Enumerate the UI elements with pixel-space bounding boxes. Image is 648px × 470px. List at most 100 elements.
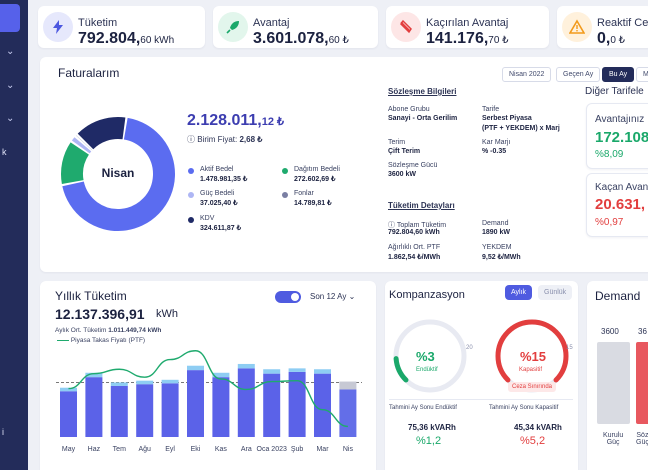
period-more[interactable]: M: [636, 67, 648, 82]
info-icon: ⓘ: [388, 222, 395, 229]
bar-consumption[interactable]: [212, 377, 230, 437]
chevron-down-icon[interactable]: ⌄: [6, 80, 15, 91]
legend-funds-value: 14.789,81 ₺: [294, 200, 332, 207]
bar-consumption[interactable]: [237, 368, 255, 437]
bar-top[interactable]: [110, 382, 128, 386]
bar-top[interactable]: [314, 369, 331, 374]
bar-consumption[interactable]: [263, 373, 281, 437]
legend-power-value: 37.025,40 ₺: [200, 200, 238, 207]
chevron-down-icon: ⌄: [348, 292, 356, 301]
chevron-down-icon[interactable]: ⌄: [6, 46, 15, 57]
missed-card[interactable]: Kaçan Avan 20.631, %0,97: [586, 173, 648, 237]
sidebar-active-item[interactable]: [0, 4, 20, 32]
bar-top[interactable]: [339, 381, 357, 390]
legend-dot-power: [188, 192, 194, 198]
bar-top[interactable]: [187, 365, 204, 371]
advantage-value: 172.108,: [595, 129, 648, 146]
invoices-card: [40, 57, 648, 272]
sidebar-letter-i[interactable]: i: [2, 427, 4, 437]
stat-card-advantage[interactable]: Avantaj 3.601.078,60 ₺: [213, 6, 378, 48]
legend-dot-active: [188, 168, 194, 174]
bar-consumption[interactable]: [314, 373, 331, 437]
advantage-card[interactable]: Avantajınız 172.108, %8,09: [586, 103, 648, 169]
bar-top[interactable]: [263, 369, 281, 374]
unit-price: ⓘ Birim Fiyat: 2,68 ₺: [187, 135, 263, 144]
x-tick-label: Eki: [191, 446, 201, 453]
broken-rocket-icon: [391, 12, 421, 42]
chevron-down-icon[interactable]: ⌄: [6, 113, 15, 124]
tab-monthly[interactable]: Aylık: [505, 285, 533, 300]
ptf-line: [68, 350, 348, 428]
stat-value: 792.804,60 kWh: [78, 30, 175, 47]
sidebar-letter-k[interactable]: k: [2, 147, 7, 157]
stat-card-consumption[interactable]: Tüketim 792.804,60 kWh: [38, 6, 205, 48]
bar-consumption[interactable]: [110, 385, 128, 437]
x-tick-label: May: [62, 446, 76, 453]
bar-top[interactable]: [60, 387, 77, 392]
tab-daily[interactable]: Günlük: [538, 285, 573, 300]
bar-top[interactable]: [161, 379, 179, 384]
divider: [389, 399, 573, 400]
legend-power-label: Güç Bedeli: [200, 190, 235, 197]
missed-value: 20.631,: [595, 196, 646, 213]
bar-top[interactable]: [85, 372, 103, 378]
bar-consumption[interactable]: [339, 389, 357, 437]
subscriber-label: Abone Grubu: [388, 106, 430, 113]
yearly-toggle[interactable]: [275, 291, 301, 303]
donut-slice-4[interactable]: [77, 117, 126, 150]
missed-label: Kaçan Avan: [595, 182, 648, 193]
x-tick-label: Haz: [88, 446, 101, 453]
donut-slice-2[interactable]: [71, 137, 92, 154]
bar-consumption[interactable]: [288, 371, 306, 437]
monthly-average: Aylık Ort. Tüketim 1.011.449,74 kWh: [55, 327, 162, 334]
capacitive-max: 15: [566, 345, 573, 351]
stat-card-missed-advantage[interactable]: Kaçırılan Avantaj 141.176,70 ₺: [386, 6, 549, 48]
legend-active-value: 1.478.981,35 ₺: [200, 176, 248, 183]
inductive-max: 20: [466, 345, 473, 351]
period-nisan-2022[interactable]: Nisan 2022: [502, 67, 552, 82]
stat-label: Tüketim: [78, 17, 118, 29]
power-label: Sözleşme Gücü: [388, 162, 438, 169]
period-last-month[interactable]: Geçen Ay: [556, 67, 601, 82]
bar-consumption[interactable]: [60, 391, 77, 437]
period-this-month[interactable]: Bu Ay: [602, 67, 635, 82]
tariff-note: (PTF + YEKDEM) x Marj: [482, 125, 560, 132]
yearly-title: Yıllık Tüketim: [55, 289, 127, 303]
legend-vat-value: 324.611,87 ₺: [200, 225, 242, 232]
demand-value-contract: 36: [638, 327, 647, 336]
x-tick-label: Şub: [291, 446, 304, 453]
legend-dot-distribution: [282, 168, 288, 174]
lightning-icon: [43, 12, 73, 42]
inductive-gauge: [393, 319, 467, 393]
total-consumption-label: ⓘ Toplam Tüketim: [388, 222, 447, 229]
tariff-label: Tarife: [482, 106, 500, 113]
bar-top[interactable]: [136, 380, 154, 385]
bar-top[interactable]: [288, 368, 306, 372]
bar-consumption[interactable]: [85, 377, 103, 437]
invoices-title: Faturalarım: [58, 66, 120, 80]
stat-label: Reaktif Ce: [597, 17, 648, 29]
donut-slice-0[interactable]: [62, 117, 175, 231]
limit-badge: Ceza Sınırında: [508, 382, 557, 392]
demand-title: Demand: [595, 289, 641, 303]
power-value: 3600 kW: [388, 171, 417, 178]
stat-label: Avantaj: [253, 17, 290, 29]
bar-top[interactable]: [212, 372, 230, 378]
x-tick-label: Nis: [343, 446, 354, 453]
bar-consumption[interactable]: [161, 383, 179, 437]
range-selector[interactable]: Son 12 Ay ⌄: [310, 292, 356, 301]
donut-slice-1[interactable]: [61, 142, 90, 184]
stat-card-reactive[interactable]: Reaktif Ce 0,0 ₺: [557, 6, 648, 48]
legend-funds-label: Fonlar: [294, 190, 314, 197]
stat-value: 0,0 ₺: [597, 30, 626, 47]
ptf-label: Ağırlıklı Ort. PTF: [388, 244, 441, 251]
rocket-icon: [218, 12, 248, 42]
bar-consumption[interactable]: [136, 384, 154, 437]
legend-distribution-label: Dağıtım Bedeli: [294, 166, 340, 173]
legend-active-label: Aktif Bedel: [200, 166, 234, 173]
x-tick-label: Ara: [241, 446, 252, 453]
bar-top[interactable]: [237, 363, 255, 369]
demand-label-contract: Söz Güç: [636, 432, 648, 446]
x-tick-label: Eyl: [165, 446, 175, 453]
bar-consumption[interactable]: [187, 370, 204, 437]
